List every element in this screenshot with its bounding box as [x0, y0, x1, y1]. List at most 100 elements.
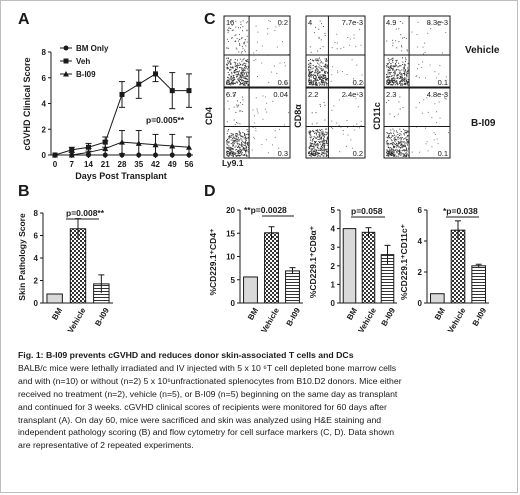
- flow-event: [319, 149, 321, 151]
- flow-event: [319, 132, 321, 134]
- flow-event: [396, 69, 398, 71]
- flow-event: [326, 155, 328, 157]
- flow-event: [314, 84, 316, 86]
- flow-event: [261, 45, 263, 47]
- flow-plot: 4.9 8.3e-395 0.1: [383, 15, 451, 88]
- flow-event: [246, 133, 248, 135]
- flow-event: [244, 138, 246, 140]
- flow-event: [238, 70, 240, 72]
- flow-event: [283, 62, 285, 64]
- flow-event: [321, 154, 323, 156]
- panel-d1-bar: [243, 276, 258, 304]
- flow-event: [247, 133, 249, 135]
- flow-event: [390, 67, 392, 69]
- flow-event: [241, 37, 243, 39]
- flow-event: [252, 109, 254, 111]
- flow-event: [321, 137, 323, 139]
- flow-event: [396, 59, 398, 61]
- flow-event: [403, 144, 405, 146]
- flow-event: [242, 146, 244, 148]
- flow-event: [241, 76, 243, 78]
- flow-event: [247, 142, 249, 144]
- flow-event: [252, 127, 254, 129]
- flow-event: [244, 147, 246, 149]
- flow-event: [316, 155, 318, 157]
- flow-event: [441, 21, 443, 23]
- flow-event: [406, 81, 408, 83]
- flow-event: [312, 60, 314, 62]
- flow-event: [330, 80, 332, 82]
- flow-event: [229, 60, 231, 62]
- flow-event: [311, 153, 313, 155]
- flow-event: [386, 149, 388, 151]
- flow-event: [236, 143, 238, 145]
- flow-event: [323, 145, 325, 147]
- flow-event: [323, 147, 325, 149]
- flow-event: [396, 144, 398, 146]
- flow-event: [315, 75, 317, 77]
- flow-event: [397, 136, 399, 138]
- flow-event: [386, 40, 388, 42]
- flow-event: [321, 145, 323, 147]
- flow-event: [313, 76, 315, 78]
- flow-event: [439, 117, 441, 119]
- flow-event: [245, 75, 247, 77]
- flow-event: [239, 144, 241, 146]
- flow-event: [227, 148, 229, 150]
- flow-event: [240, 150, 242, 152]
- flow-event: [255, 97, 257, 99]
- flow-event: [386, 136, 388, 138]
- flow-event: [397, 133, 399, 135]
- flow-event: [387, 71, 389, 73]
- flow-event: [392, 150, 394, 152]
- flow-event: [325, 58, 327, 60]
- flow-event: [310, 71, 312, 73]
- flow-event: [226, 133, 228, 135]
- flow-event: [347, 134, 349, 136]
- flow-event: [246, 149, 248, 151]
- flow-event: [272, 100, 274, 102]
- panel-b-y-tick-label: 2: [34, 277, 39, 286]
- flow-event: [336, 33, 338, 35]
- flow-event: [346, 126, 348, 128]
- flow-event: [331, 109, 333, 111]
- flow-event: [228, 135, 230, 137]
- flow-event: [320, 23, 322, 25]
- flow-event: [237, 82, 239, 84]
- flow-event: [236, 121, 238, 123]
- flow-event: [229, 21, 231, 23]
- flow-event: [313, 154, 315, 156]
- flow-event: [237, 146, 239, 148]
- flow-event: [324, 153, 326, 155]
- flow-event: [233, 71, 235, 73]
- flow-event: [324, 77, 326, 79]
- flow-event: [321, 132, 323, 134]
- flow-event: [326, 72, 328, 74]
- flow-event: [317, 59, 319, 61]
- flow-quadrant-ul: 16: [226, 18, 234, 27]
- flow-event: [309, 147, 311, 149]
- flow-event: [310, 81, 312, 83]
- flow-event: [319, 59, 321, 61]
- flow-event: [314, 79, 316, 81]
- panel-a-x-tick-label: 49: [168, 160, 177, 169]
- flow-event: [393, 146, 395, 148]
- flow-event: [312, 130, 314, 132]
- flow-quadrant-ll: 84: [226, 78, 234, 87]
- flow-event: [236, 63, 238, 65]
- flow-event: [314, 150, 316, 152]
- flow-event: [240, 75, 242, 77]
- flow-event: [399, 65, 401, 67]
- panel-a-point: [153, 71, 158, 77]
- flow-event: [245, 81, 247, 83]
- flow-event: [237, 153, 239, 155]
- flow-quadrant-ur: 0.04: [273, 90, 288, 99]
- flow-event: [405, 75, 407, 77]
- flow-event: [245, 154, 247, 156]
- flow-event: [349, 20, 351, 22]
- flow-event: [325, 65, 327, 67]
- flow-event: [394, 145, 396, 147]
- flow-event: [316, 143, 318, 145]
- flow-event: [315, 83, 317, 85]
- flow-event: [229, 146, 231, 148]
